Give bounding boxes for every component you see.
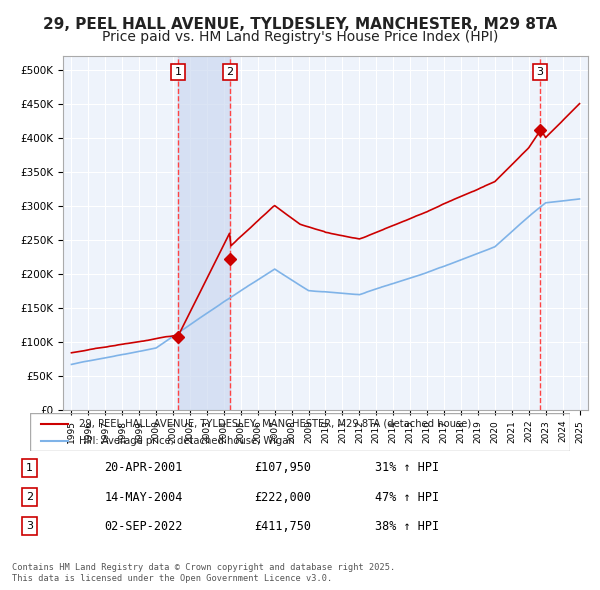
Text: £107,950: £107,950 bbox=[254, 461, 311, 474]
Text: 38% ↑ HPI: 38% ↑ HPI bbox=[375, 520, 439, 533]
Text: 31% ↑ HPI: 31% ↑ HPI bbox=[375, 461, 439, 474]
Bar bbox=[178, 56, 230, 410]
Text: 20-APR-2001: 20-APR-2001 bbox=[104, 461, 182, 474]
Text: 2: 2 bbox=[227, 67, 234, 77]
Text: 29, PEEL HALL AVENUE, TYLDESLEY, MANCHESTER, M29 8TA (detached house): 29, PEEL HALL AVENUE, TYLDESLEY, MANCHES… bbox=[79, 419, 471, 429]
Text: 02-SEP-2022: 02-SEP-2022 bbox=[104, 520, 182, 533]
Text: HPI: Average price, detached house, Wigan: HPI: Average price, detached house, Wiga… bbox=[79, 435, 295, 445]
Text: 3: 3 bbox=[536, 67, 544, 77]
Text: Price paid vs. HM Land Registry's House Price Index (HPI): Price paid vs. HM Land Registry's House … bbox=[102, 30, 498, 44]
Text: £411,750: £411,750 bbox=[254, 520, 311, 533]
Text: £222,000: £222,000 bbox=[254, 491, 311, 504]
Text: 1: 1 bbox=[175, 67, 182, 77]
Text: 2: 2 bbox=[26, 492, 33, 502]
Text: 14-MAY-2004: 14-MAY-2004 bbox=[104, 491, 182, 504]
Text: 1: 1 bbox=[26, 463, 33, 473]
Text: Contains HM Land Registry data © Crown copyright and database right 2025.
This d: Contains HM Land Registry data © Crown c… bbox=[12, 563, 395, 583]
Text: 29, PEEL HALL AVENUE, TYLDESLEY, MANCHESTER, M29 8TA: 29, PEEL HALL AVENUE, TYLDESLEY, MANCHES… bbox=[43, 17, 557, 31]
Text: 47% ↑ HPI: 47% ↑ HPI bbox=[375, 491, 439, 504]
Text: 3: 3 bbox=[26, 522, 33, 532]
